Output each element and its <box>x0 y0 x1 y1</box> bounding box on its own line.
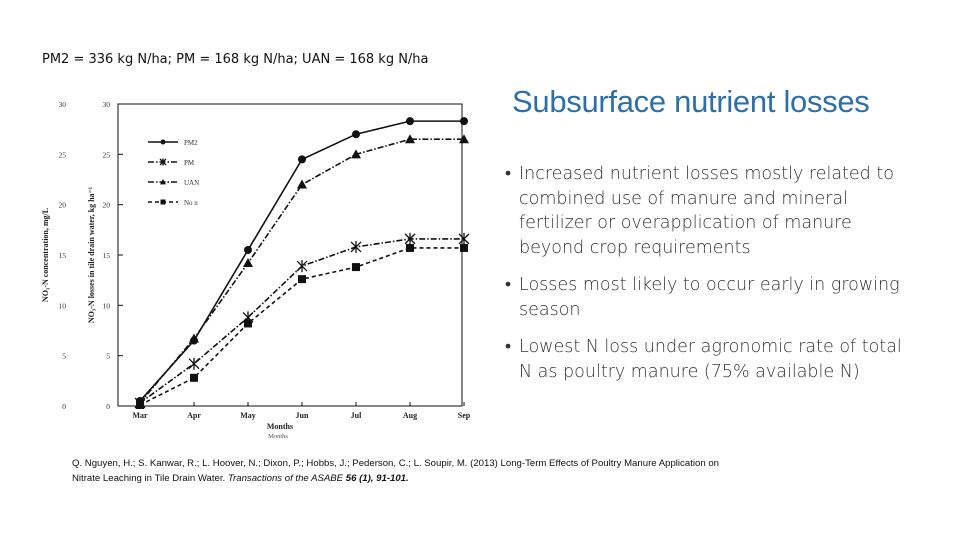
x-tick-label: May <box>240 411 256 420</box>
data-point <box>190 373 198 382</box>
data-point <box>351 149 361 159</box>
nitrogen-loss-chart: 0 5 10 15 20 25 30 0 5 10 15 20 25 30 Mar Apr May Jun Jul A… <box>38 90 478 440</box>
data-point <box>406 117 414 126</box>
data-point <box>405 134 415 144</box>
data-point <box>188 357 200 370</box>
x-axis-title: Months <box>267 422 293 431</box>
legend-marker <box>159 158 167 166</box>
data-point <box>458 232 470 245</box>
x-tick-label: Apr <box>187 411 201 420</box>
y2-axis-title: NO₃-N concentration, mg/L <box>41 208 50 302</box>
bullet-marker: • <box>505 337 512 357</box>
data-point <box>352 130 360 139</box>
y-tick-label: 20 <box>103 201 111 210</box>
chart-svg: 0 5 10 15 20 25 30 0 5 10 15 20 25 30 Mar Apr May Jun Jul A… <box>41 100 471 440</box>
x-tick-label: Sep <box>458 411 471 420</box>
y2-tick-label: 0 <box>62 402 66 411</box>
data-point <box>352 263 360 272</box>
data-point <box>243 258 253 268</box>
legend-label: No n <box>184 199 198 207</box>
bullet-item: • Increased nutrient losses mostly relate… <box>505 162 915 260</box>
data-point <box>459 134 469 144</box>
data-point <box>189 333 199 343</box>
y2-tick-label: 10 <box>59 301 67 310</box>
data-point <box>460 243 468 252</box>
y-tick-label: 25 <box>103 150 111 159</box>
figure-caption: PM2 = 336 kg N/ha; PM = 168 kg N/ha; UAN… <box>42 52 429 67</box>
bullet-text: Lowest N loss under agronomic rate of to… <box>519 337 902 382</box>
y-tick-label: 15 <box>103 251 111 260</box>
y2-tick-label: 30 <box>59 100 67 109</box>
bullet-list: • Increased nutrient losses mostly relate… <box>505 162 915 397</box>
legend-label: UAN <box>184 179 199 187</box>
bullet-item: • Lowest N loss under agronomic rate of t… <box>505 335 915 384</box>
slide-title: Subsurface nutrient losses <box>512 84 870 119</box>
y2-tick-label: 20 <box>59 201 67 210</box>
bullet-text: Increased nutrient losses mostly related… <box>519 164 894 258</box>
data-point <box>404 232 416 245</box>
data-point <box>298 275 306 284</box>
y2-tick-label: 15 <box>59 251 67 260</box>
legend-label: PM <box>184 159 195 167</box>
y-tick-label: 0 <box>106 402 110 411</box>
y-axis-title: NO₃-N losses in tile drain water, kg ha⁻… <box>87 186 96 323</box>
x-tick-label: Mar <box>132 411 148 420</box>
legend-marker <box>160 199 166 205</box>
data-point <box>298 155 306 164</box>
x-tick-label: Aug <box>403 411 417 420</box>
data-point <box>296 260 308 273</box>
data-point <box>297 179 307 189</box>
data-point <box>406 243 414 252</box>
bullet-item: • Losses most likely to occur early in gr… <box>505 273 915 322</box>
legend-label: PM2 <box>184 139 198 147</box>
legend-marker <box>160 139 166 145</box>
legend-marker <box>160 179 166 185</box>
y2-tick-label: 5 <box>62 352 66 361</box>
citation-text: Q. Nguyen, H.; S. Kanwar, R.; L. Hoover,… <box>72 458 719 484</box>
y-tick-label: 10 <box>103 301 111 310</box>
data-point <box>244 245 252 254</box>
x-tick-label: Jul <box>351 411 362 420</box>
data-point <box>460 117 468 126</box>
plot-frame <box>117 103 463 407</box>
citation-volume: 56 (1), 91-101. <box>345 473 409 484</box>
data-point <box>136 400 144 409</box>
x-tick-label: Jun <box>296 411 309 420</box>
bullet-marker: • <box>505 275 512 295</box>
x-axis-title-secondary: Months <box>268 433 288 440</box>
bullet-marker: • <box>505 164 512 184</box>
y-tick-label: 30 <box>103 100 111 109</box>
citation: Q. Nguyen, H.; S. Kanwar, R.; L. Hoover,… <box>72 456 732 486</box>
bullet-text: Losses most likely to occur early in gro… <box>519 275 900 320</box>
y2-tick-label: 25 <box>59 150 67 159</box>
data-point <box>244 319 252 328</box>
data-point <box>350 240 362 253</box>
citation-journal: Transactions of the ASABE <box>227 473 344 484</box>
y-tick-label: 5 <box>106 352 110 361</box>
